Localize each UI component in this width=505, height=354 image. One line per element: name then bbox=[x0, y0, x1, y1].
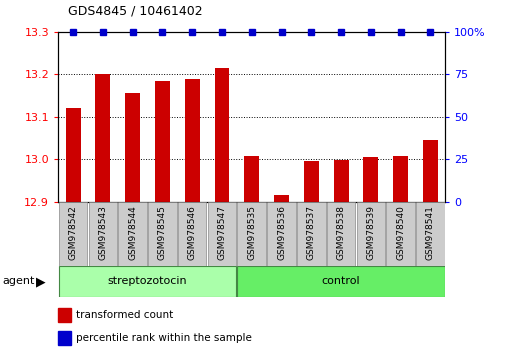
Bar bbox=[415, 202, 444, 266]
Bar bbox=[244, 156, 259, 202]
Text: GSM978539: GSM978539 bbox=[366, 205, 375, 260]
Bar bbox=[385, 202, 414, 266]
Bar bbox=[356, 202, 384, 266]
Bar bbox=[363, 157, 378, 202]
Text: GSM978546: GSM978546 bbox=[187, 205, 196, 260]
Bar bbox=[237, 202, 266, 266]
Bar bbox=[237, 266, 444, 297]
Bar bbox=[422, 140, 437, 202]
Text: percentile rank within the sample: percentile rank within the sample bbox=[76, 333, 251, 343]
Text: GSM978544: GSM978544 bbox=[128, 205, 137, 260]
Text: GDS4845 / 10461402: GDS4845 / 10461402 bbox=[68, 5, 203, 18]
Text: GSM978538: GSM978538 bbox=[336, 205, 345, 260]
Text: GSM978535: GSM978535 bbox=[247, 205, 256, 260]
Text: transformed count: transformed count bbox=[76, 310, 173, 320]
Text: GSM978545: GSM978545 bbox=[158, 205, 167, 260]
Bar bbox=[88, 202, 117, 266]
Text: ▶: ▶ bbox=[36, 275, 46, 288]
Text: streptozotocin: streptozotocin bbox=[108, 276, 187, 286]
Bar bbox=[333, 160, 348, 202]
Text: GSM978543: GSM978543 bbox=[98, 205, 107, 260]
Text: GSM978537: GSM978537 bbox=[306, 205, 315, 260]
Text: GSM978547: GSM978547 bbox=[217, 205, 226, 260]
Bar bbox=[303, 161, 318, 202]
Text: agent: agent bbox=[3, 276, 35, 286]
Bar bbox=[59, 202, 87, 266]
Bar bbox=[59, 266, 236, 297]
Bar bbox=[274, 195, 288, 202]
Bar bbox=[148, 202, 176, 266]
Bar bbox=[95, 74, 110, 202]
Text: GSM978540: GSM978540 bbox=[395, 205, 405, 260]
Text: GSM978536: GSM978536 bbox=[276, 205, 285, 260]
Bar bbox=[207, 202, 236, 266]
Text: GSM978542: GSM978542 bbox=[69, 205, 77, 260]
Bar bbox=[155, 81, 170, 202]
Bar bbox=[267, 202, 295, 266]
Bar bbox=[184, 79, 199, 202]
Bar bbox=[66, 108, 80, 202]
Bar bbox=[392, 156, 407, 202]
Text: GSM978541: GSM978541 bbox=[425, 205, 434, 260]
Bar bbox=[326, 202, 355, 266]
Bar bbox=[178, 202, 206, 266]
Bar bbox=[214, 68, 229, 202]
Bar bbox=[118, 202, 146, 266]
Bar bbox=[296, 202, 325, 266]
Text: control: control bbox=[321, 276, 360, 286]
Bar bbox=[125, 93, 140, 202]
